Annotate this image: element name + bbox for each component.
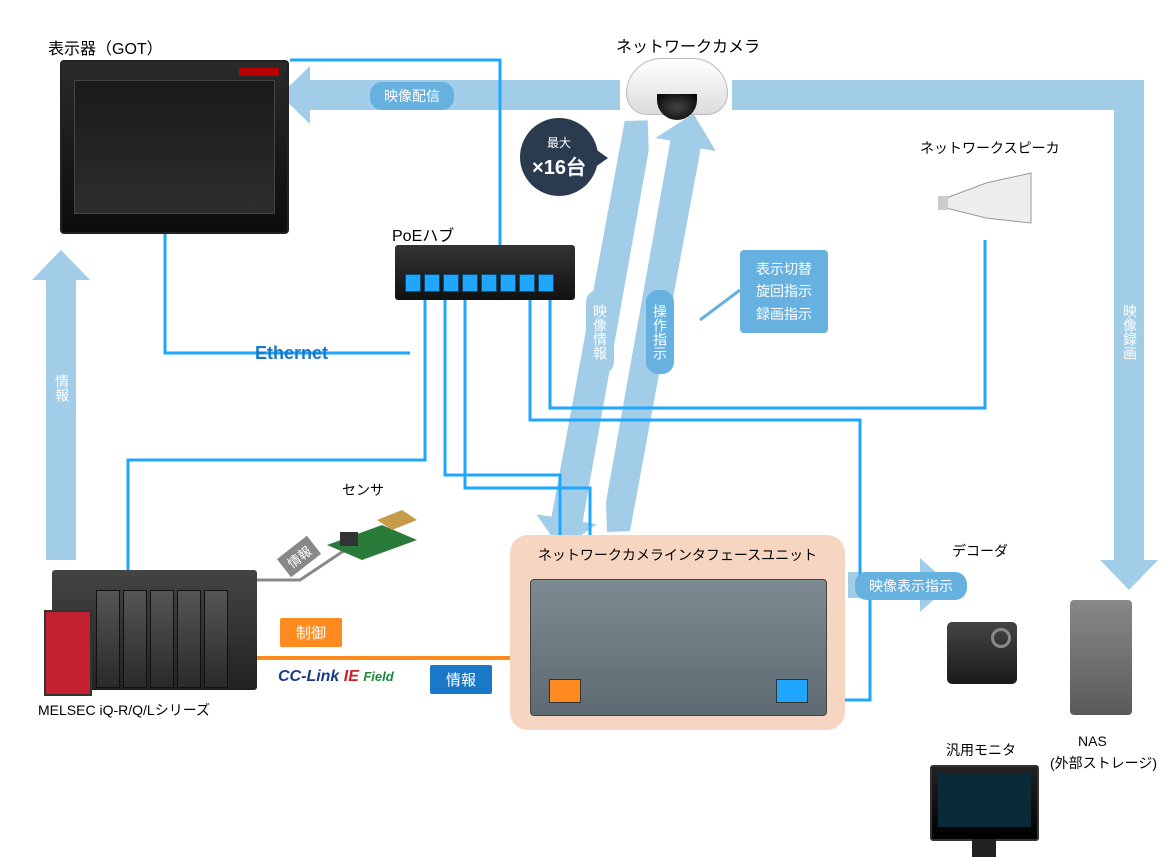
decoder-device	[947, 622, 1017, 684]
decoder-label: デコーダ	[952, 541, 1008, 561]
cc-link-p1: CC-Link	[278, 668, 339, 685]
speaker-label: ネットワークスピーカ	[920, 138, 1060, 158]
got-device	[60, 60, 289, 234]
sensor-info-tag: 情報	[277, 536, 321, 578]
cc-link-p3: Field	[363, 669, 393, 684]
callout-l2: 旋回指示	[756, 280, 812, 302]
nas-label: NAS	[1078, 733, 1107, 749]
bubble-line2: ×16台	[532, 151, 586, 180]
flow-video-info: 映像情報	[586, 290, 614, 374]
monitor-label: 汎用モニタ	[946, 740, 1016, 760]
seigyo-tag: 制御	[280, 618, 342, 647]
callout-l3: 録画指示	[756, 303, 812, 325]
flow-video-dist: 映像配信	[370, 82, 454, 110]
flow-video-rec: 映像録画	[1116, 290, 1144, 374]
flow-disp-instr: 映像表示指示	[855, 572, 967, 600]
flow-op-instr: 操作指示	[646, 290, 674, 374]
interface-unit-box: ネットワークカメラインタフェースユニット	[510, 535, 845, 730]
camera-label: ネットワークカメラ	[616, 33, 760, 57]
sensor-device	[322, 500, 422, 570]
cc-link-label: CC-Link IE Field	[278, 668, 394, 686]
plc-label: MELSEC iQ-R/Q/Lシリーズ	[38, 700, 210, 720]
flow-info-up: 情報	[48, 360, 76, 416]
camera-device	[626, 58, 728, 115]
max-units-bubble: 最大 ×16台	[520, 118, 598, 196]
plc-device	[52, 570, 257, 690]
nas-device	[1070, 600, 1132, 715]
diagram-canvas: 表示器（GOT） ネットワークカメラ ネットワークスピーカ PoEハブ センサ …	[0, 0, 1174, 783]
cc-link-p2: IE	[344, 668, 359, 685]
joho-tag: 情報	[430, 665, 492, 694]
op-callout: 表示切替 旋回指示 録画指示	[740, 250, 828, 333]
bubble-line1: 最大	[547, 134, 571, 151]
poe-hub-device	[395, 245, 575, 300]
nas-sublabel: (外部ストレージ)	[1050, 753, 1157, 773]
poe-label: PoEハブ	[392, 222, 454, 246]
got-label: 表示器（GOT）	[48, 35, 163, 59]
ethernet-label: Ethernet	[255, 343, 328, 364]
speaker-device	[936, 168, 1036, 238]
sensor-label: センサ	[342, 480, 384, 500]
monitor-device	[930, 765, 1039, 841]
iface-label: ネットワークカメラインタフェースユニット	[510, 545, 845, 565]
callout-l1: 表示切替	[756, 258, 812, 280]
